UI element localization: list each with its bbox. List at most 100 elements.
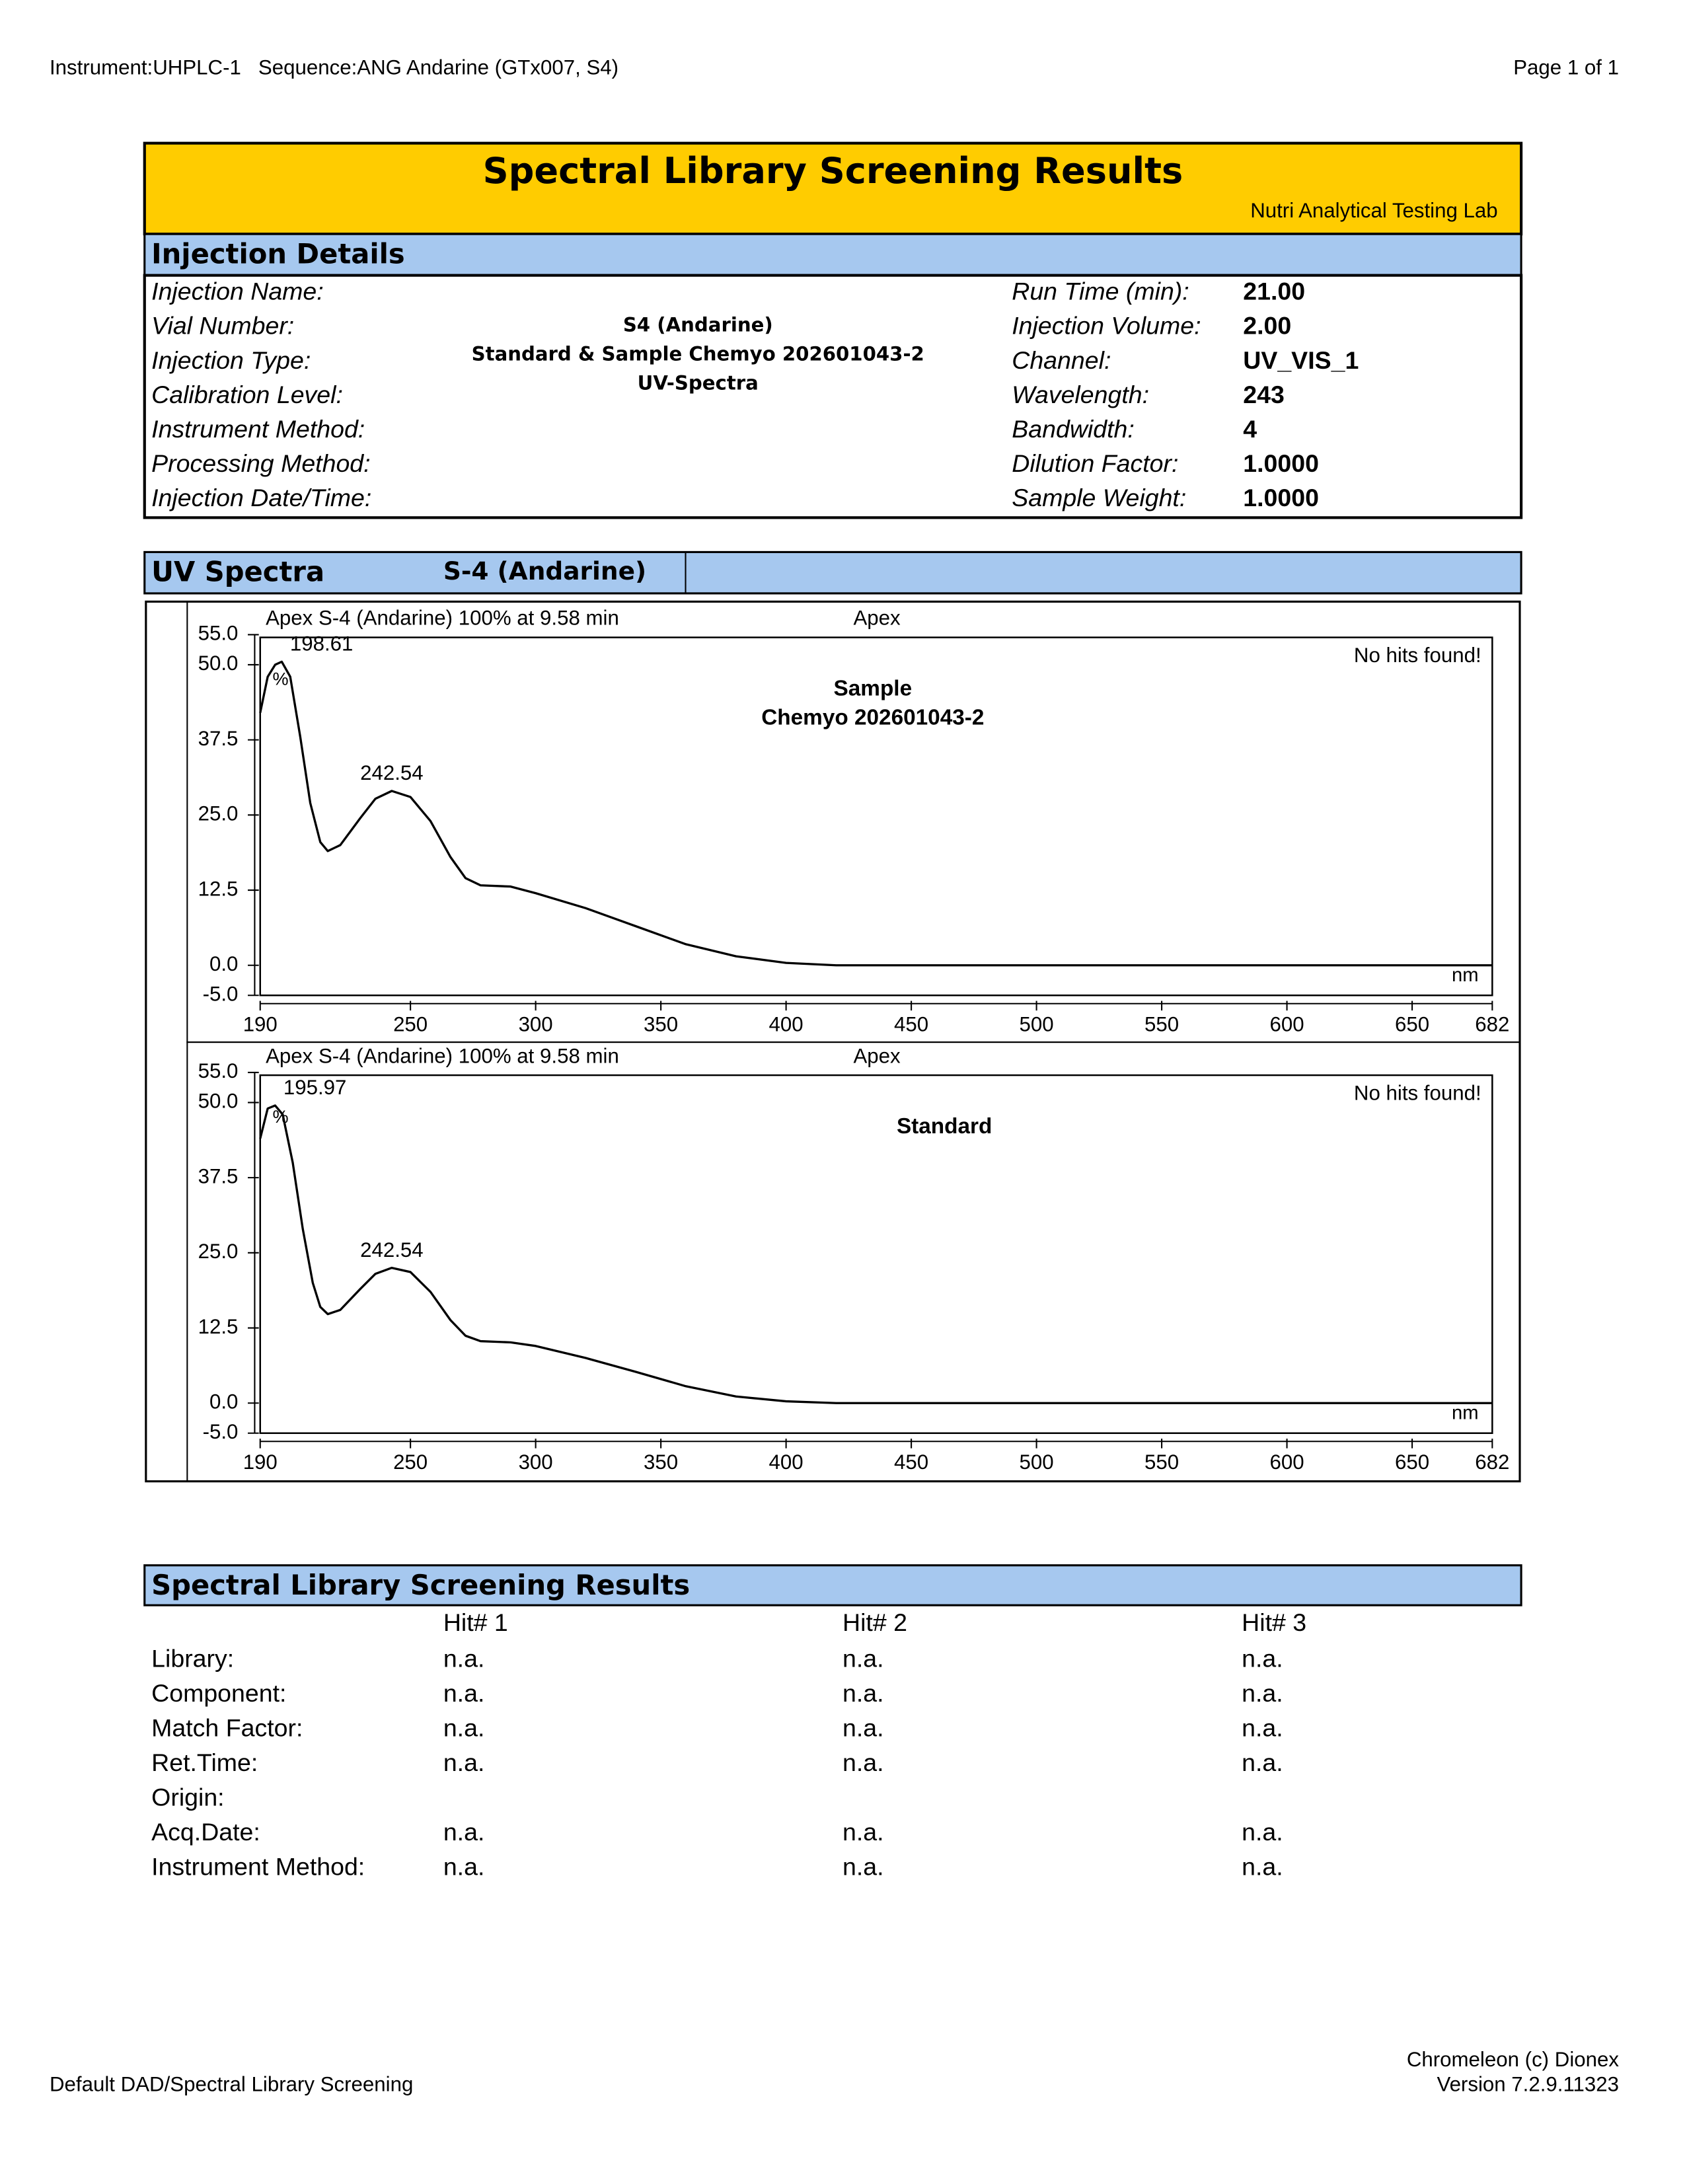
- detail-value: 2.00: [1243, 312, 1291, 340]
- detail-label: Calibration Level:: [151, 381, 343, 408]
- detail-value: UV_VIS_1: [1243, 346, 1359, 374]
- x-tick-label: 600: [1270, 1450, 1304, 1474]
- peak-label: 242.54: [360, 761, 424, 784]
- chart-title: Apex S-4 (Andarine) 100% at 9.58 min: [266, 607, 619, 630]
- detail-label: Vial Number:: [151, 312, 294, 340]
- x-tick-label: 190: [243, 1450, 278, 1474]
- section-bar: [143, 233, 1522, 277]
- chart-subtitle: Apex: [853, 1044, 901, 1067]
- row-label: Match Factor:: [151, 1713, 303, 1741]
- detail-label: Injection Date/Time:: [151, 484, 371, 511]
- y-tick-label: -5.0: [203, 1420, 239, 1443]
- x-tick-label: 650: [1395, 1012, 1429, 1036]
- spectrum-line: [259, 1104, 1493, 1404]
- chart-label: Chemyo 202601043-2: [761, 705, 984, 730]
- cell: n.a.: [842, 1818, 884, 1846]
- detail-value: 1.0000: [1243, 449, 1319, 477]
- section-bar: [143, 550, 1522, 595]
- x-tick-label: 600: [1270, 1012, 1304, 1036]
- row-label: Origin:: [151, 1783, 224, 1811]
- row-label: Library:: [151, 1644, 234, 1672]
- detail-label: Instrument Method:: [151, 415, 365, 443]
- section-heading: Spectral Library Screening Results: [151, 1569, 690, 1601]
- x-tick-label: 550: [1144, 1012, 1179, 1036]
- detail-label: Wavelength:: [1012, 381, 1149, 408]
- detail-value: 4: [1243, 415, 1257, 443]
- detail-value: 21.00: [1243, 278, 1305, 305]
- chart-title: Apex S-4 (Andarine) 100% at 9.58 min: [266, 1044, 619, 1067]
- peak-label: 195.97: [283, 1076, 347, 1099]
- cell: n.a.: [1242, 1679, 1283, 1707]
- y-tick-label: 12.5: [198, 1315, 239, 1338]
- row-label: Acq.Date:: [151, 1818, 260, 1846]
- note: No hits found!: [1354, 1081, 1481, 1104]
- detail-label: Injection Volume:: [1012, 312, 1201, 340]
- note: No hits found!: [1354, 644, 1481, 667]
- y-tick-label: 37.5: [198, 727, 239, 750]
- section-heading: UV Spectra: [151, 556, 324, 588]
- page-number: Page 1 of 1: [1513, 56, 1619, 79]
- y-tick-label: 55.0: [198, 1059, 239, 1082]
- report-title: Spectral Library Screening Results: [483, 150, 1183, 192]
- x-tick-label: 250: [393, 1012, 428, 1036]
- chart-frame: [186, 1041, 1521, 1482]
- cell: n.a.: [842, 1852, 884, 1880]
- cell: n.a.: [1242, 1818, 1283, 1846]
- footer-right: Version 7.2.9.11323: [1437, 2073, 1619, 2096]
- y-tick-label: 25.0: [198, 802, 239, 825]
- details: Injection Name: Vial Number: Injection Typ…: [151, 278, 1359, 512]
- cell: n.a.: [1242, 1644, 1283, 1672]
- x-tick-label: 350: [644, 1012, 678, 1036]
- row-label: Ret.Time:: [151, 1749, 258, 1776]
- cell: n.a.: [443, 1852, 485, 1880]
- x-tick-label: 450: [894, 1450, 928, 1474]
- y-tick-label: 50.0: [198, 652, 239, 675]
- peak-label: 198.61: [290, 632, 354, 656]
- y-tick-label: 0.0: [209, 952, 238, 975]
- row-label: Instrument Method:: [151, 1852, 365, 1880]
- y-tick-label: 25.0: [198, 1240, 239, 1263]
- y-tick-label: 55.0: [198, 622, 239, 645]
- y-tick-label: 0.0: [209, 1390, 238, 1413]
- cell: n.a.: [1242, 1852, 1283, 1880]
- plot-area: [259, 1074, 1493, 1434]
- row-label: Component:: [151, 1679, 286, 1707]
- column-header: Hit# 3: [1242, 1608, 1306, 1636]
- cell: n.a.: [842, 1644, 884, 1672]
- detail-label: Dilution Factor:: [1012, 449, 1178, 477]
- x-axis-label: nm: [1452, 965, 1479, 986]
- y-tick-label: -5.0: [203, 983, 239, 1006]
- cell: n.a.: [443, 1818, 485, 1846]
- cell: n.a.: [443, 1679, 485, 1707]
- x-tick-label: 500: [1020, 1450, 1054, 1474]
- spectrum-line: [259, 660, 1493, 967]
- chart-label: Standard: [897, 1114, 992, 1139]
- x-tick-label: 650: [1395, 1450, 1429, 1474]
- detail-label: Run Time (min):: [1012, 278, 1189, 305]
- footer-right: Chromeleon (c) Dionex: [1407, 2048, 1620, 2071]
- cell: n.a.: [1242, 1749, 1283, 1776]
- detail-label: Bandwidth:: [1012, 415, 1135, 443]
- x-tick-label: 682: [1475, 1012, 1509, 1036]
- detail-value: 1.0000: [1243, 484, 1319, 511]
- section-bar: [143, 1564, 1522, 1606]
- peak-label: 242.54: [360, 1238, 424, 1261]
- footer-left: Default DAD/Spectral Library Screening: [50, 2073, 413, 2096]
- title-banner: [143, 141, 1523, 236]
- results-table: Hit# 1 Hit# 2 Hit# 3 Library: n.a. n.a. n.a. Co…: [151, 1608, 1306, 1880]
- cell: n.a.: [443, 1644, 485, 1672]
- cell: n.a.: [443, 1749, 485, 1776]
- chart-label: Sample: [834, 677, 913, 701]
- detail-center: S4 (Andarine): [623, 314, 773, 336]
- header-left: Instrument:UHPLC-1 Sequence:ANG Andarine…: [50, 56, 618, 79]
- cell: n.a.: [1242, 1713, 1283, 1741]
- cell: n.a.: [842, 1749, 884, 1776]
- x-tick-label: 500: [1020, 1012, 1054, 1036]
- x-tick-label: 550: [1144, 1450, 1179, 1474]
- x-tick-label: 450: [894, 1012, 928, 1036]
- y-tick-label: 50.0: [198, 1090, 239, 1113]
- lab-name: Nutri Analytical Testing Lab: [1250, 199, 1497, 222]
